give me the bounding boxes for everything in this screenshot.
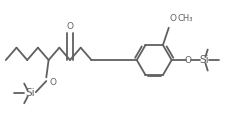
Text: O: O	[184, 56, 191, 64]
Text: CH₃: CH₃	[178, 14, 193, 23]
Text: Si: Si	[199, 55, 209, 65]
Text: O: O	[50, 78, 57, 87]
Text: O: O	[66, 22, 73, 31]
Text: O: O	[170, 14, 177, 23]
Text: Si: Si	[25, 88, 35, 98]
